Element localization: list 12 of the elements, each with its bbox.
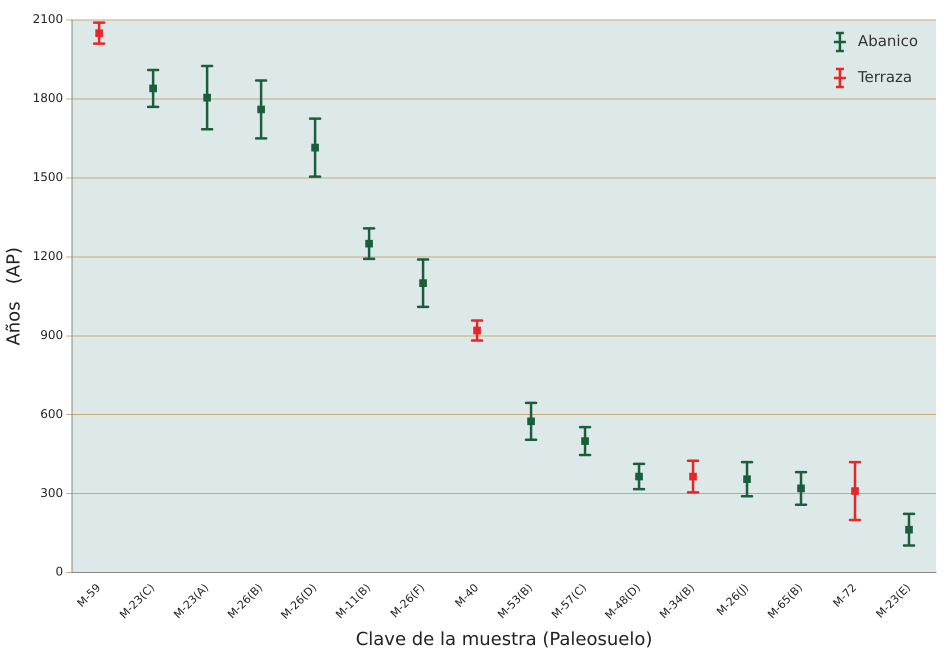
legend-label: Abanico — [858, 32, 918, 50]
legend-label: Terraza — [856, 68, 912, 86]
y-axis-title: Años (AP) — [3, 247, 24, 346]
y-tick-label: 1500 — [32, 170, 64, 184]
y-tick-label: 1200 — [32, 248, 64, 263]
y-tick-label: 600 — [40, 406, 64, 421]
y-tick-label: 0 — [56, 564, 64, 579]
y-tick-label: 300 — [40, 486, 64, 500]
y-tick-label: 900 — [40, 328, 64, 342]
y-tick-label: 1800 — [32, 91, 64, 106]
y-tick-label: 2100 — [32, 12, 64, 26]
x-axis-title: Clave de la muestra (Paleosuelo) — [356, 628, 652, 650]
